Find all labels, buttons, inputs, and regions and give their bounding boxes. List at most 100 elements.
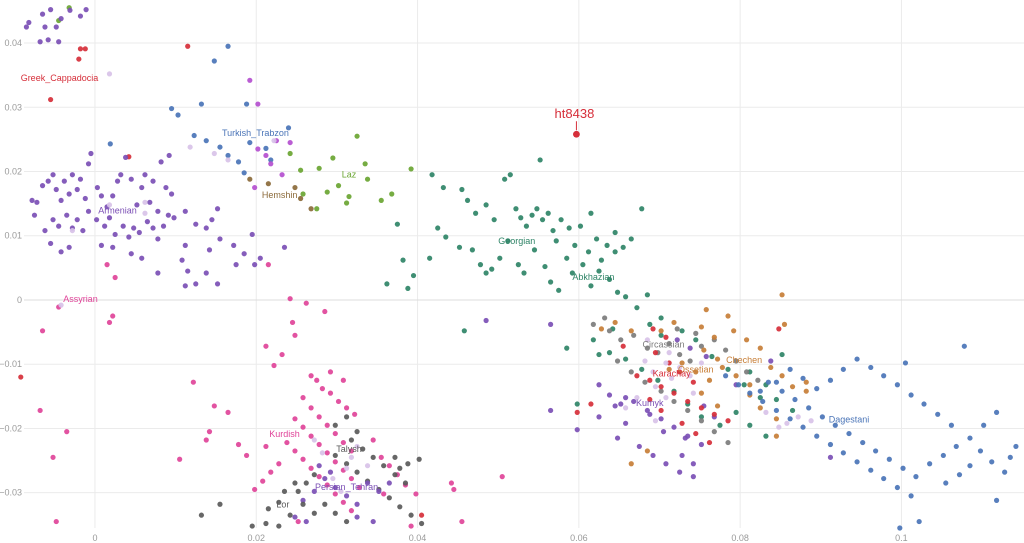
data-point[interactable] <box>389 191 395 197</box>
data-point[interactable] <box>69 227 75 234</box>
data-point[interactable] <box>698 414 705 420</box>
data-point[interactable] <box>252 262 258 268</box>
data-point[interactable] <box>260 478 266 484</box>
data-point[interactable] <box>451 486 457 493</box>
data-point[interactable] <box>257 255 263 261</box>
data-point[interactable] <box>658 315 664 321</box>
data-point[interactable] <box>354 501 360 507</box>
data-point[interactable] <box>655 377 661 383</box>
data-point[interactable] <box>354 469 360 475</box>
data-point[interactable] <box>292 184 298 191</box>
data-point[interactable] <box>58 16 64 22</box>
data-point[interactable] <box>497 255 503 261</box>
data-point[interactable] <box>652 418 659 424</box>
data-point[interactable] <box>370 454 376 460</box>
data-point[interactable] <box>757 395 763 401</box>
data-point[interactable] <box>343 414 350 420</box>
data-point[interactable] <box>658 328 664 334</box>
data-point[interactable] <box>935 411 941 417</box>
data-point[interactable] <box>48 96 54 103</box>
data-point[interactable] <box>614 289 621 295</box>
data-point[interactable] <box>53 24 59 30</box>
data-point[interactable] <box>698 390 705 396</box>
data-point[interactable] <box>179 257 185 263</box>
data-point[interactable] <box>335 398 342 405</box>
data-point[interactable] <box>308 405 314 411</box>
data-point[interactable] <box>386 463 392 469</box>
data-point[interactable] <box>314 206 320 212</box>
data-point[interactable] <box>324 482 330 488</box>
data-point[interactable] <box>548 321 554 327</box>
data-point[interactable] <box>827 454 834 460</box>
data-point[interactable] <box>502 176 508 182</box>
data-point[interactable] <box>709 353 715 360</box>
data-point[interactable] <box>733 358 739 364</box>
data-point[interactable] <box>725 439 731 446</box>
data-point[interactable] <box>943 480 949 486</box>
data-point[interactable] <box>814 386 820 392</box>
data-point[interactable] <box>548 279 554 285</box>
data-point[interactable] <box>400 257 406 263</box>
data-point[interactable] <box>166 152 172 159</box>
data-point[interactable] <box>612 249 618 255</box>
highlight-point[interactable] <box>573 130 580 138</box>
data-point[interactable] <box>647 396 653 403</box>
data-point[interactable] <box>165 212 171 218</box>
data-point[interactable] <box>271 138 277 144</box>
data-point[interactable] <box>647 321 653 327</box>
data-point[interactable] <box>332 422 338 428</box>
data-point[interactable] <box>537 157 543 163</box>
data-point[interactable] <box>300 395 306 401</box>
data-point[interactable] <box>308 465 314 471</box>
data-point[interactable] <box>255 101 261 107</box>
data-point[interactable] <box>217 144 223 150</box>
data-point[interactable] <box>214 206 221 212</box>
data-point[interactable] <box>287 139 293 146</box>
data-point[interactable] <box>902 360 909 366</box>
data-point[interactable] <box>281 244 288 250</box>
data-point[interactable] <box>142 199 148 205</box>
data-point[interactable] <box>292 416 298 422</box>
data-point[interactable] <box>773 396 780 403</box>
data-point[interactable] <box>644 292 650 298</box>
data-point[interactable] <box>160 223 167 229</box>
data-point[interactable] <box>693 430 699 437</box>
data-point[interactable] <box>98 193 105 199</box>
data-point[interactable] <box>182 283 188 289</box>
data-point[interactable] <box>114 178 121 184</box>
data-point[interactable] <box>927 461 933 467</box>
data-point[interactable] <box>642 379 648 385</box>
data-point[interactable] <box>98 242 105 248</box>
data-point[interactable] <box>602 315 608 321</box>
data-point[interactable] <box>182 242 188 248</box>
data-point[interactable] <box>418 512 425 518</box>
data-point[interactable] <box>469 247 475 253</box>
data-point[interactable] <box>405 461 411 467</box>
data-point[interactable] <box>725 418 731 424</box>
data-point[interactable] <box>252 184 258 191</box>
data-point[interactable] <box>564 255 570 261</box>
data-point[interactable] <box>981 422 987 428</box>
data-point[interactable] <box>596 351 602 358</box>
data-point[interactable] <box>598 326 605 332</box>
data-point[interactable] <box>298 195 304 202</box>
data-point[interactable] <box>873 448 879 454</box>
data-point[interactable] <box>56 39 62 45</box>
data-point[interactable] <box>993 497 1000 503</box>
data-point[interactable] <box>42 24 48 30</box>
data-point[interactable] <box>743 337 750 343</box>
data-point[interactable] <box>763 433 769 439</box>
data-point[interactable] <box>886 456 892 462</box>
data-point[interactable] <box>80 227 86 234</box>
data-point[interactable] <box>614 358 621 364</box>
data-point[interactable] <box>693 330 699 336</box>
data-point[interactable] <box>303 518 309 525</box>
data-point[interactable] <box>900 465 906 471</box>
data-point[interactable] <box>564 345 570 351</box>
data-point[interactable] <box>580 262 586 268</box>
data-point[interactable] <box>714 403 721 409</box>
data-point[interactable] <box>276 523 282 529</box>
data-point[interactable] <box>440 184 446 191</box>
data-point[interactable] <box>354 443 360 450</box>
data-point[interactable] <box>191 132 197 139</box>
